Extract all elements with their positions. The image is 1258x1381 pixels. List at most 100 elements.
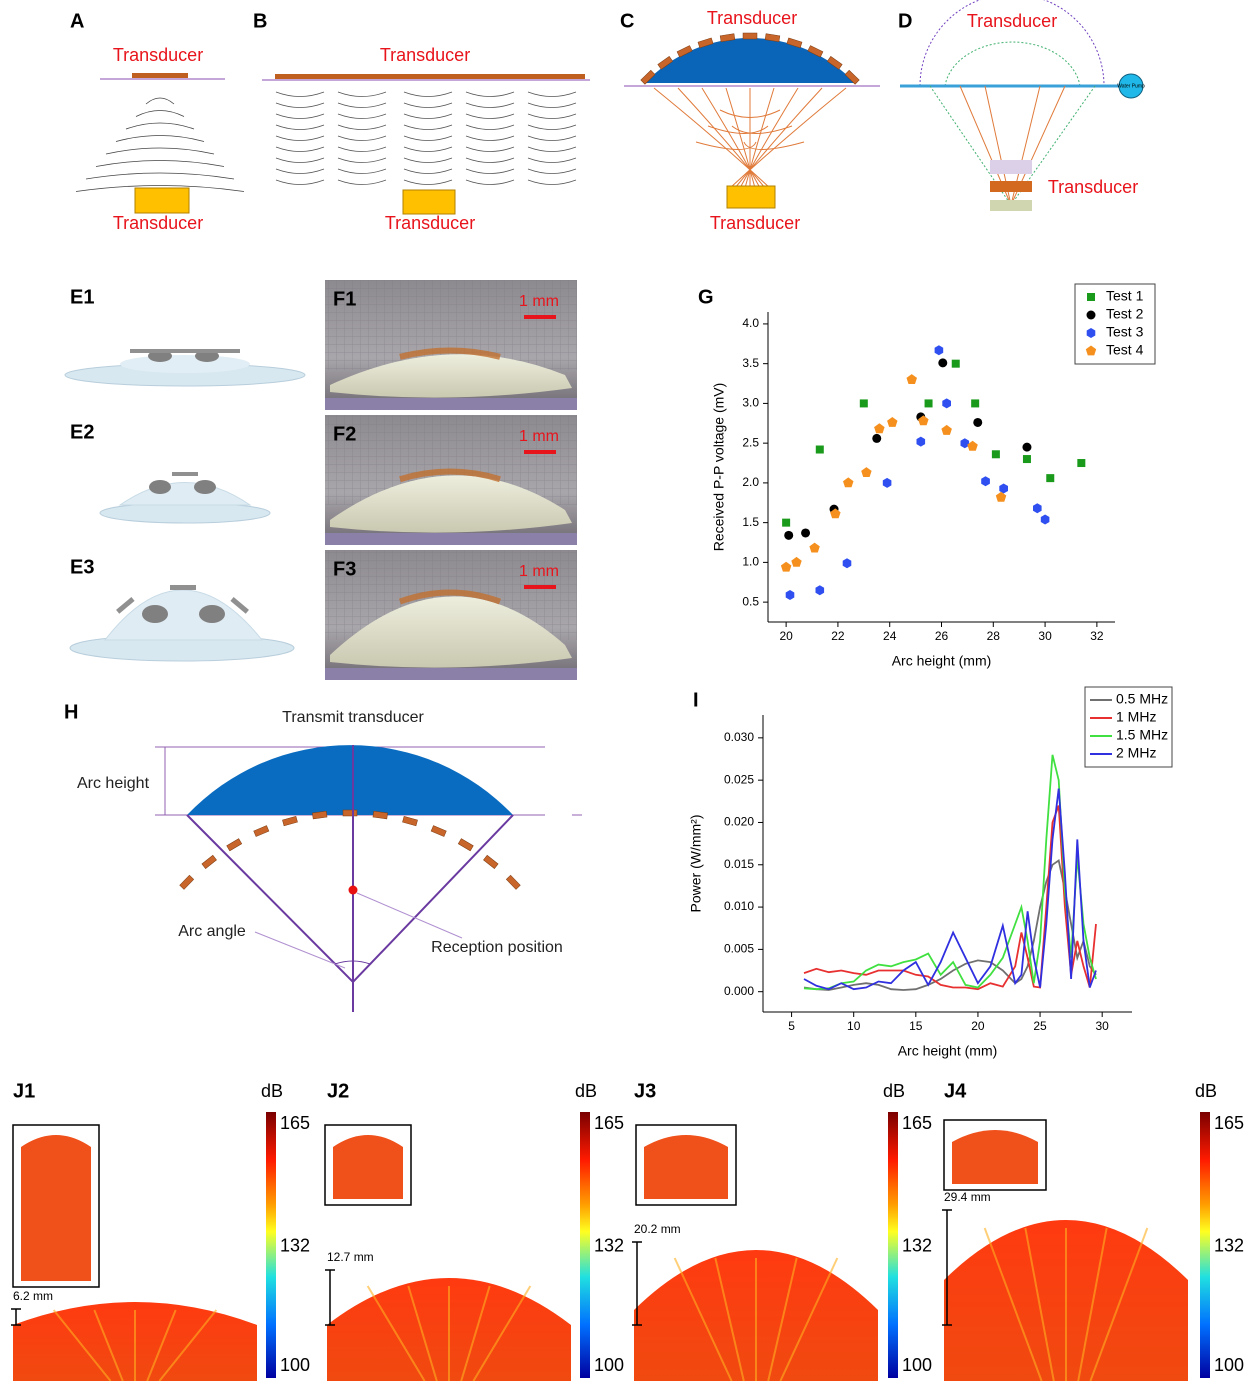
beam (745, 88, 774, 188)
panel-label: E3 (70, 556, 94, 578)
point (925, 399, 933, 407)
simulation: J212.7 mmdB165132100 (325, 1080, 624, 1381)
y-axis-title: Received P-P voltage (mV) (711, 383, 727, 552)
wave (338, 147, 386, 152)
wave (404, 125, 452, 130)
wave (276, 114, 324, 119)
point (843, 477, 854, 487)
table (325, 533, 577, 545)
inset-field (21, 1135, 91, 1281)
colorbar-tick-label: 165 (902, 1113, 932, 1133)
wave (404, 136, 452, 141)
panel-label: J4 (944, 1080, 967, 1102)
leader-line (357, 893, 462, 938)
legend-label: Test 2 (1106, 306, 1144, 322)
panel-label: C (620, 10, 634, 32)
transducer-label: Transducer (385, 213, 475, 233)
pad (402, 816, 417, 825)
colorbar-tick-label: 165 (280, 1113, 310, 1133)
colorbar-tick-label: 132 (902, 1236, 932, 1256)
annotation: Arc angle (178, 923, 246, 940)
pad (431, 826, 446, 837)
wave (116, 136, 204, 142)
point (860, 399, 868, 407)
colorbar-tick-label: 165 (594, 1113, 624, 1133)
wave (338, 136, 386, 141)
x-tick-label: 22 (831, 629, 845, 643)
model-e2 (100, 472, 270, 523)
colorbar (266, 1112, 276, 1378)
colorbar-tick-label: 132 (1214, 1236, 1244, 1256)
scale-label: 1 mm (519, 428, 559, 445)
point (816, 585, 825, 595)
chart: G202224262830320.51.01.52.02.53.03.54.0A… (698, 284, 1155, 669)
dome (187, 745, 513, 815)
leader-line (255, 932, 345, 968)
legend-swatch (1087, 293, 1095, 301)
wave (528, 136, 576, 141)
wave (404, 147, 452, 152)
colorbar-unit: dB (883, 1081, 905, 1101)
colorbar-tick-label: 132 (594, 1236, 624, 1256)
point (981, 476, 990, 486)
x-tick-label: 20 (971, 1019, 985, 1033)
wave (276, 147, 324, 152)
x-tick-label: 30 (1038, 629, 1052, 643)
panel-label: B (253, 10, 267, 32)
legend-label: 2 MHz (1116, 745, 1156, 761)
transducer-label: Transducer (710, 213, 800, 233)
point (935, 345, 944, 355)
legend-label: 0.5 MHz (1116, 691, 1168, 707)
colorbar-tick-label: 100 (594, 1355, 624, 1375)
x-tick-label: 25 (1033, 1019, 1047, 1033)
y-tick-label: 0.5 (742, 594, 759, 608)
figure: A Transducer Transducer B Transducer Tra… (0, 0, 1258, 1381)
point (942, 398, 951, 408)
line (804, 806, 1096, 990)
pad (227, 839, 242, 851)
colorbar (580, 1112, 590, 1378)
phantom (990, 200, 1032, 211)
inset-field (333, 1135, 403, 1199)
wave (276, 136, 324, 141)
wave (528, 147, 576, 152)
receiver (135, 188, 189, 213)
panel-label: J1 (13, 1080, 35, 1102)
y-axis-title: Power (W/mm²) (688, 815, 704, 913)
wave (404, 92, 452, 97)
phantom (990, 160, 1032, 174)
beam (726, 88, 755, 188)
transducer-label: Transducer (707, 8, 797, 28)
wave (126, 123, 194, 129)
point (887, 417, 897, 427)
wave (528, 158, 576, 163)
wave (338, 103, 386, 108)
receiver (727, 186, 775, 208)
transducer-label: Transducer (113, 45, 203, 65)
point (861, 467, 871, 477)
wave (466, 147, 514, 152)
wave (276, 103, 324, 108)
wave (404, 169, 452, 174)
point (907, 374, 918, 384)
legend-label: Test 1 (1106, 288, 1144, 304)
y-tick-label: 4.0 (742, 316, 759, 330)
transducer-label: Transducer (380, 45, 470, 65)
panel-label: E1 (70, 286, 94, 308)
wave (136, 111, 184, 117)
receiver (403, 190, 455, 214)
model-e3 (70, 585, 294, 661)
point (781, 562, 792, 572)
y-tick-label: 2.0 (742, 475, 759, 489)
colorbar-unit: dB (261, 1081, 283, 1101)
x-tick-label: 20 (779, 629, 793, 643)
panel-label: E2 (70, 421, 94, 443)
x-tick-label: 24 (883, 629, 897, 643)
waves (276, 92, 576, 185)
wave (338, 125, 386, 130)
pad (254, 826, 269, 837)
colorbar-tick-label: 100 (902, 1355, 932, 1375)
table (325, 398, 577, 410)
